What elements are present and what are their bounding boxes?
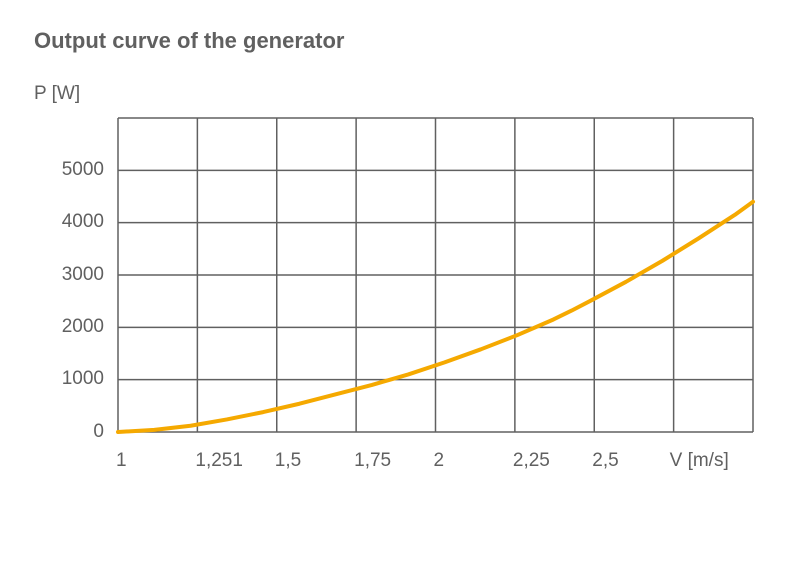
- x-tick-label: 2,25: [513, 450, 550, 472]
- y-tick-label: 4000: [62, 211, 104, 233]
- x-tick-label: 1,75: [354, 450, 391, 472]
- y-tick-label: 5000: [62, 159, 104, 181]
- y-tick-label: 1000: [62, 368, 104, 390]
- y-tick-label: 3000: [62, 264, 104, 286]
- x-tick-label: 1: [116, 450, 127, 472]
- y-tick-label: 0: [93, 421, 104, 443]
- x-tick-label: 1,251: [195, 450, 243, 472]
- x-tick-label: 2,5: [592, 450, 618, 472]
- grid: [118, 118, 753, 432]
- x-tick-label: 1,5: [275, 450, 301, 472]
- y-tick-label: 2000: [62, 316, 104, 338]
- x-axis-label: V [m/s]: [670, 450, 729, 472]
- x-tick-label: 2: [434, 450, 445, 472]
- chart-plot: [0, 0, 793, 563]
